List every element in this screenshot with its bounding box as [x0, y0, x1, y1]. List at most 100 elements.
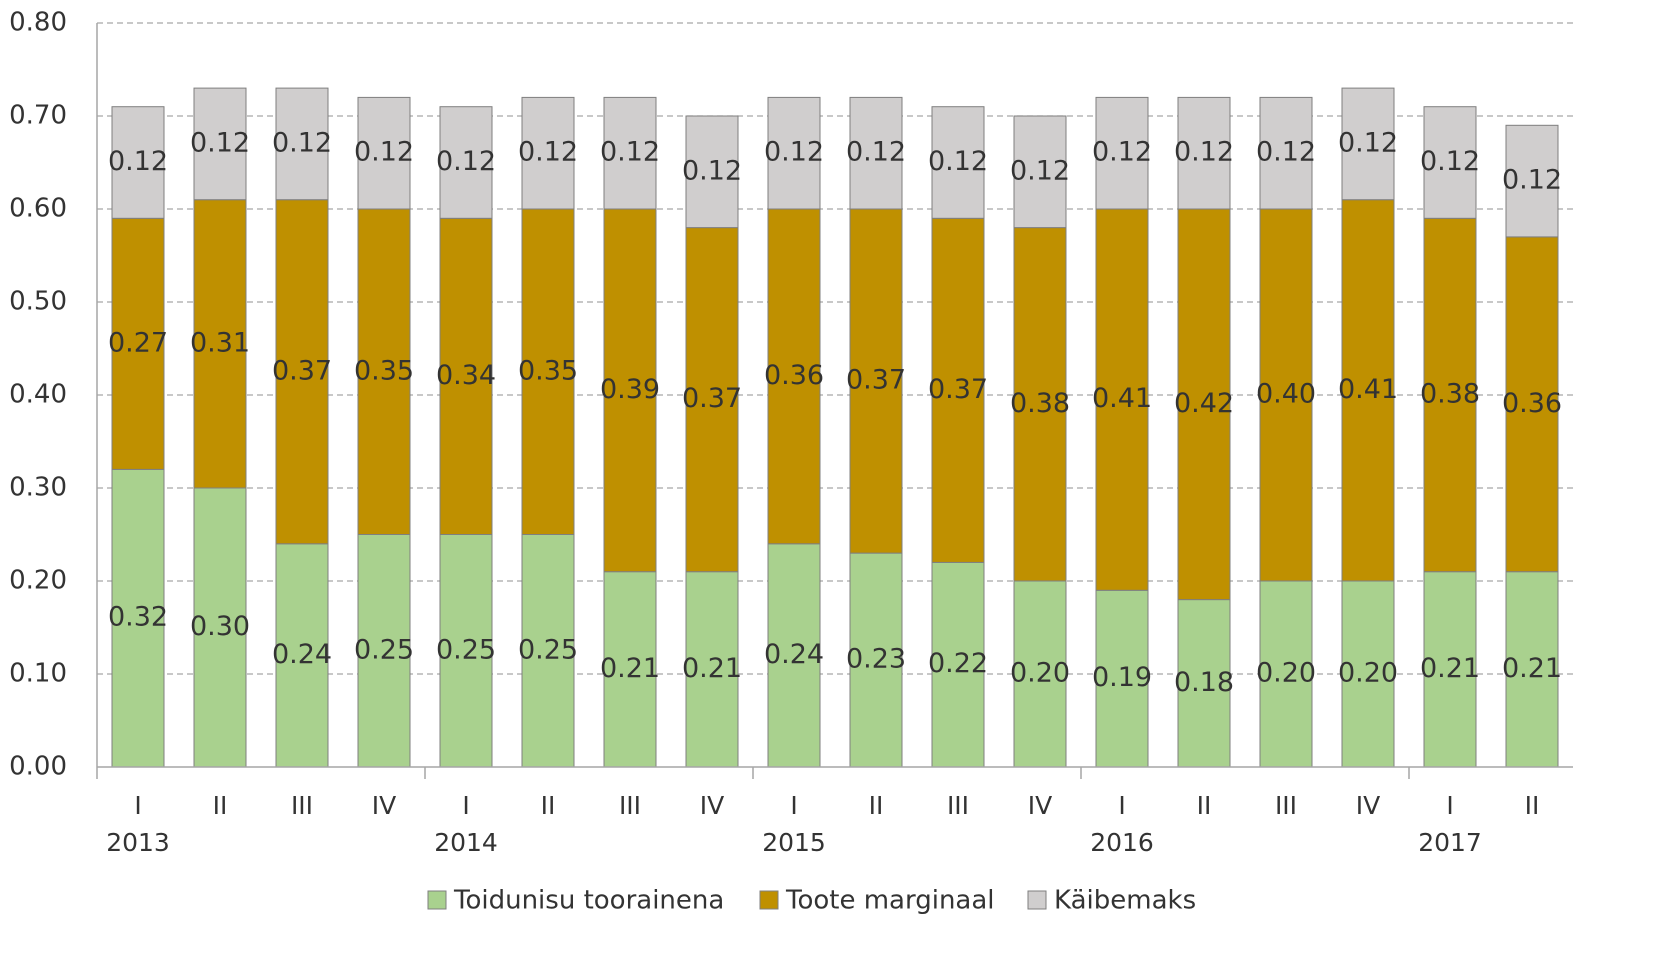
bar-segment [1095, 589, 1149, 768]
bar-segment [1177, 96, 1231, 210]
data-label: 0.12 [600, 137, 660, 168]
bar-segment [1259, 96, 1313, 210]
data-label: 0.25 [518, 634, 578, 665]
x-tick-label: II [213, 791, 228, 820]
x-tick-label: II [1197, 791, 1212, 820]
bar-segment [685, 227, 739, 573]
data-label: 0.21 [1420, 653, 1480, 684]
data-label: 0.12 [272, 127, 332, 158]
bar-segment [1013, 580, 1067, 768]
data-label: 0.35 [518, 355, 578, 386]
bar-segment [111, 217, 165, 470]
data-label: 0.12 [1338, 127, 1398, 158]
x-tick-label: I [1446, 791, 1453, 820]
data-label: 0.12 [108, 146, 168, 177]
bar-segment [439, 534, 493, 768]
bar-segment [1095, 96, 1149, 210]
bar-segment [357, 208, 411, 535]
data-label: 0.12 [1092, 137, 1152, 168]
x-tick-label: I [1118, 791, 1125, 820]
y-tick-label: 0.30 [9, 473, 67, 503]
x-group-label: 2013 [106, 828, 170, 857]
bar-segment [1423, 106, 1477, 219]
bar-segment [1423, 217, 1477, 573]
bar-segment [1259, 208, 1313, 582]
data-label: 0.32 [108, 602, 168, 633]
bar-segment [275, 199, 329, 545]
x-tick-label: IV [700, 791, 724, 820]
data-label: 0.19 [1092, 662, 1152, 693]
data-label: 0.12 [928, 146, 988, 177]
data-label: 0.27 [108, 327, 168, 358]
y-tick-label: 0.50 [9, 287, 67, 317]
data-label: 0.37 [682, 383, 742, 414]
x-tick-label: I [790, 791, 797, 820]
legend-label: Toote marginaal [785, 886, 995, 916]
x-tick-label: IV [1028, 791, 1052, 820]
bar-segment [1341, 87, 1395, 201]
data-label: 0.12 [1174, 137, 1234, 168]
data-label: 0.12 [682, 155, 742, 186]
data-label: 0.35 [354, 355, 414, 386]
legend-swatch [1027, 890, 1047, 910]
bar-segment [1259, 580, 1313, 768]
bar-segment [439, 217, 493, 536]
data-label: 0.20 [1256, 658, 1316, 689]
bar-segment [767, 96, 821, 210]
bar-segment [521, 208, 575, 535]
data-label: 0.37 [272, 355, 332, 386]
x-group-label: 2015 [762, 828, 826, 857]
data-label: 0.41 [1338, 374, 1398, 405]
bar-segment [1177, 208, 1231, 601]
x-tick-label: III [1275, 791, 1297, 820]
bar-segment [193, 487, 247, 768]
data-label: 0.20 [1338, 658, 1398, 689]
legend-label: Käibemaks [1054, 886, 1196, 916]
data-label: 0.20 [1010, 658, 1070, 689]
data-label: 0.24 [272, 639, 332, 670]
bar-segment [1505, 236, 1559, 573]
bar-segment [931, 106, 985, 219]
bar-segment [193, 199, 247, 489]
data-label: 0.36 [1502, 388, 1562, 419]
bar-segment [603, 571, 657, 768]
data-label: 0.34 [436, 360, 496, 391]
bar-segment [1013, 115, 1067, 229]
data-label: 0.23 [846, 644, 906, 675]
bar-segment [603, 96, 657, 210]
x-group-label: 2017 [1418, 828, 1482, 857]
bar-segment [111, 106, 165, 219]
bar-segment [275, 87, 329, 201]
data-label: 0.37 [846, 365, 906, 396]
bar-segment [357, 96, 411, 210]
y-tick-label: 0.10 [9, 659, 67, 689]
data-label: 0.21 [682, 653, 742, 684]
data-label: 0.36 [764, 360, 824, 391]
x-tick-label: I [462, 791, 469, 820]
bar-segment [931, 217, 985, 563]
data-label: 0.21 [1502, 653, 1562, 684]
y-tick-label: 0.40 [9, 380, 67, 410]
legend-label: Toidunisu toorainena [453, 886, 724, 916]
data-label: 0.12 [1420, 146, 1480, 177]
data-label: 0.25 [436, 634, 496, 665]
y-tick-label: 0.70 [9, 101, 67, 131]
x-tick-label: III [291, 791, 313, 820]
data-label: 0.30 [190, 611, 250, 642]
x-tick-label: III [947, 791, 969, 820]
data-label: 0.38 [1010, 388, 1070, 419]
bar-segment [1177, 599, 1231, 768]
bar-segment [521, 96, 575, 210]
y-tick-label: 0.60 [9, 194, 67, 224]
x-tick-label: II [541, 791, 556, 820]
bar-segment [1341, 199, 1395, 582]
bar-segment [685, 115, 739, 229]
data-label: 0.12 [436, 146, 496, 177]
data-label: 0.12 [354, 137, 414, 168]
bar-segment [849, 96, 903, 210]
x-tick-label: II [869, 791, 884, 820]
bar-segment [193, 87, 247, 201]
data-label: 0.39 [600, 374, 660, 405]
data-label: 0.41 [1092, 383, 1152, 414]
